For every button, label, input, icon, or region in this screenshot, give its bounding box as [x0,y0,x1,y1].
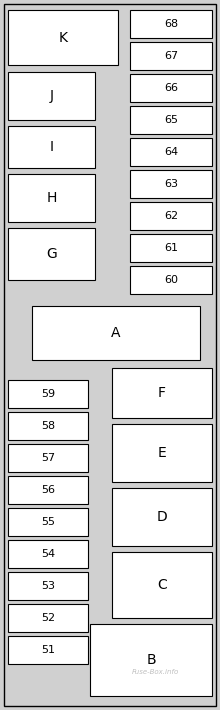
Text: 57: 57 [41,453,55,463]
Bar [130,202,212,230]
Text: B: B [146,653,156,667]
Text: 60: 60 [164,275,178,285]
Text: I: I [50,140,53,154]
Text: 54: 54 [41,549,55,559]
Text: 58: 58 [41,421,55,431]
Bar [130,266,212,294]
Text: 53: 53 [41,581,55,591]
Bar [8,174,95,222]
Text: 67: 67 [164,51,178,61]
Bar [8,572,88,600]
Text: 52: 52 [41,613,55,623]
Bar [8,508,88,536]
Bar [8,10,118,65]
Bar [8,126,95,168]
Text: 55: 55 [41,517,55,527]
Bar [32,306,200,360]
Text: D: D [157,510,167,524]
Bar [8,380,88,408]
Bar [130,170,212,198]
Text: 64: 64 [164,147,178,157]
Bar [8,444,88,472]
Bar [8,636,88,664]
Bar [8,412,88,440]
Bar [130,10,212,38]
Bar [8,540,88,568]
Bar [8,228,95,280]
Text: 59: 59 [41,389,55,399]
Bar [90,624,212,696]
Bar [112,552,212,618]
Text: 66: 66 [164,83,178,93]
Text: G: G [46,247,57,261]
Text: 65: 65 [164,115,178,125]
Bar [130,234,212,262]
Text: 62: 62 [164,211,178,221]
Text: 63: 63 [164,179,178,189]
Bar [112,368,212,418]
Text: 61: 61 [164,243,178,253]
Text: C: C [157,578,167,592]
Text: E: E [158,446,166,460]
Text: Fuse-Box.info: Fuse-Box.info [131,669,179,675]
Text: H: H [46,191,57,205]
Bar [130,138,212,166]
Bar [130,106,212,134]
Text: K: K [59,31,68,45]
Text: 51: 51 [41,645,55,655]
Bar [112,488,212,546]
Bar [8,476,88,504]
Text: F: F [158,386,166,400]
Text: J: J [50,89,53,103]
Bar [130,42,212,70]
Text: 68: 68 [164,19,178,29]
Bar [8,72,95,120]
Bar [130,74,212,102]
Bar [112,424,212,482]
Bar [8,604,88,632]
Text: 56: 56 [41,485,55,495]
Text: A: A [111,326,121,340]
